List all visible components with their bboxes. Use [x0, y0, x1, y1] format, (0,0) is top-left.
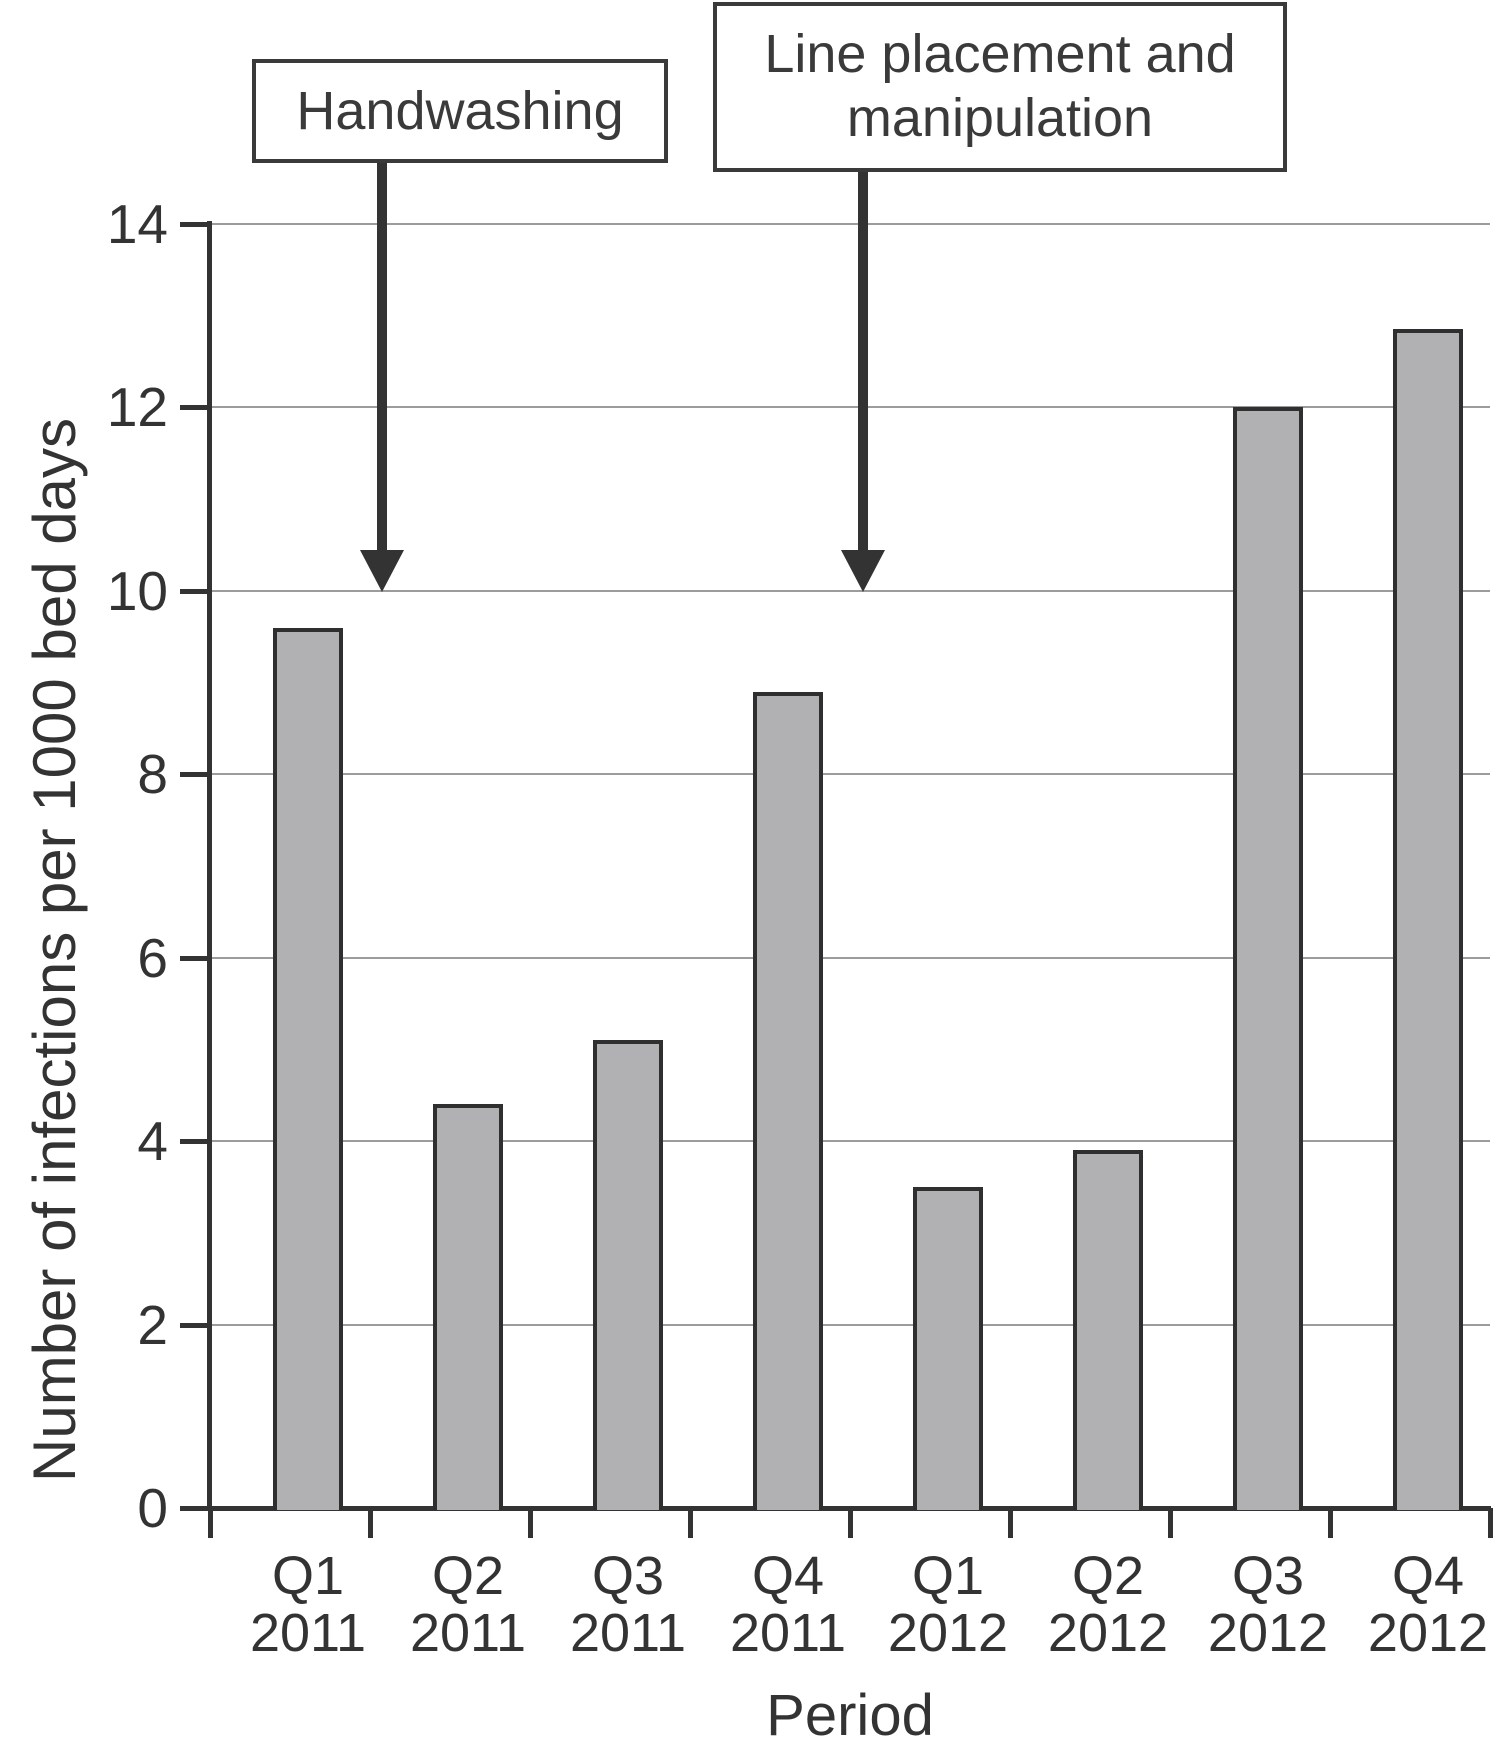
x-tick-label-line: 2012: [1207, 1603, 1329, 1663]
x-tick-label-line: Q1: [271, 1546, 345, 1606]
x-tick-8: [1488, 1508, 1493, 1538]
bar-q4-2012: [1393, 329, 1463, 1510]
y-tick-label-8: 8: [137, 743, 168, 806]
y-tick-label-14: 14: [106, 193, 168, 255]
bar-q3-2012: [1233, 407, 1303, 1510]
y-tick-10: [180, 588, 210, 594]
x-tick-label-q2-2011: Q2 2011: [388, 1548, 548, 1662]
bar-q2-2011: [433, 1104, 503, 1510]
annotation-arrow-handwashing: [377, 160, 387, 552]
x-tick-label-line: Q2: [431, 1546, 505, 1606]
y-tick-label-0: 0: [137, 1477, 168, 1539]
x-tick-label-line: 2011: [729, 1603, 847, 1663]
x-axis-line: [180, 1506, 1491, 1511]
gridline-8: [210, 773, 1490, 776]
x-tick-7: [1328, 1508, 1333, 1538]
y-tick-label-2: 2: [137, 1293, 168, 1356]
gridline-4: [210, 1140, 1490, 1143]
gridline-6: [210, 956, 1490, 959]
x-tick-label-line: 2012: [1047, 1603, 1169, 1663]
y-axis-line: [207, 221, 212, 1511]
annotation-arrowhead-handwashing-icon: [360, 550, 404, 592]
x-tick-label-line: Q3: [591, 1546, 665, 1606]
x-tick-label-line: Q4: [1391, 1546, 1465, 1606]
y-tick-12: [180, 405, 210, 411]
x-tick-label-q4-2012: Q4 2012: [1348, 1548, 1496, 1662]
x-tick-label-line: 2012: [1367, 1603, 1489, 1663]
x-tick-label-line: 2012: [887, 1603, 1009, 1663]
x-tick-5: [1008, 1508, 1013, 1538]
bar-q1-2011: [273, 627, 343, 1510]
annotation-arrow-line-placement: [858, 170, 868, 552]
x-tick-label-q1-2012: Q1 2012: [868, 1548, 1028, 1662]
annotation-box-line-placement: Line placement and manipulation: [713, 2, 1287, 172]
x-tick-label-line: 2011: [569, 1603, 687, 1663]
x-tick-0: [208, 1508, 213, 1538]
x-tick-label-q2-2012: Q2 2012: [1028, 1548, 1188, 1662]
bar-q1-2012: [913, 1187, 983, 1510]
y-tick-6: [180, 955, 210, 961]
x-tick-label-line: Q2: [1071, 1546, 1145, 1606]
y-tick-4: [180, 1139, 210, 1145]
x-tick-label-q3-2011: Q3 2011: [548, 1548, 708, 1662]
x-tick-label-q1-2011: Q1 2011: [228, 1548, 388, 1662]
annotation-arrowhead-line-placement-icon: [841, 550, 885, 592]
gridline-12: [210, 406, 1490, 409]
y-tick-14: [180, 222, 210, 227]
gridline-14: [210, 223, 1490, 225]
x-tick-4: [848, 1508, 853, 1538]
bar-q2-2012: [1073, 1150, 1143, 1510]
bar-q3-2011: [593, 1040, 663, 1510]
x-tick-label-line: 2011: [409, 1603, 527, 1663]
x-tick-label-q3-2012: Q3 2012: [1188, 1548, 1348, 1662]
x-tick-6: [1168, 1508, 1173, 1538]
y-tick-label-12: 12: [106, 376, 168, 439]
x-tick-1: [368, 1508, 373, 1538]
x-tick-label-line: Q4: [751, 1546, 825, 1606]
y-tick-label-4: 4: [137, 1110, 168, 1173]
bar-q4-2011: [753, 691, 823, 1510]
y-tick-8: [180, 772, 210, 778]
y-axis-title: Number of infections per 1000 bed days: [21, 418, 88, 1482]
gridline-2: [210, 1323, 1490, 1326]
x-axis-title: Period: [766, 1683, 934, 1748]
annotation-box-handwashing: Handwashing: [252, 59, 668, 163]
y-tick-label-6: 6: [137, 926, 168, 989]
x-tick-label-line: Q3: [1231, 1546, 1305, 1606]
x-tick-2: [528, 1508, 533, 1538]
y-tick-2: [180, 1322, 210, 1328]
y-tick-label-10: 10: [106, 559, 168, 622]
x-tick-label-q4-2011: Q4 2011: [708, 1548, 868, 1662]
x-tick-3: [688, 1508, 693, 1538]
x-tick-label-line: 2011: [249, 1603, 367, 1663]
x-tick-label-line: Q1: [911, 1546, 985, 1606]
